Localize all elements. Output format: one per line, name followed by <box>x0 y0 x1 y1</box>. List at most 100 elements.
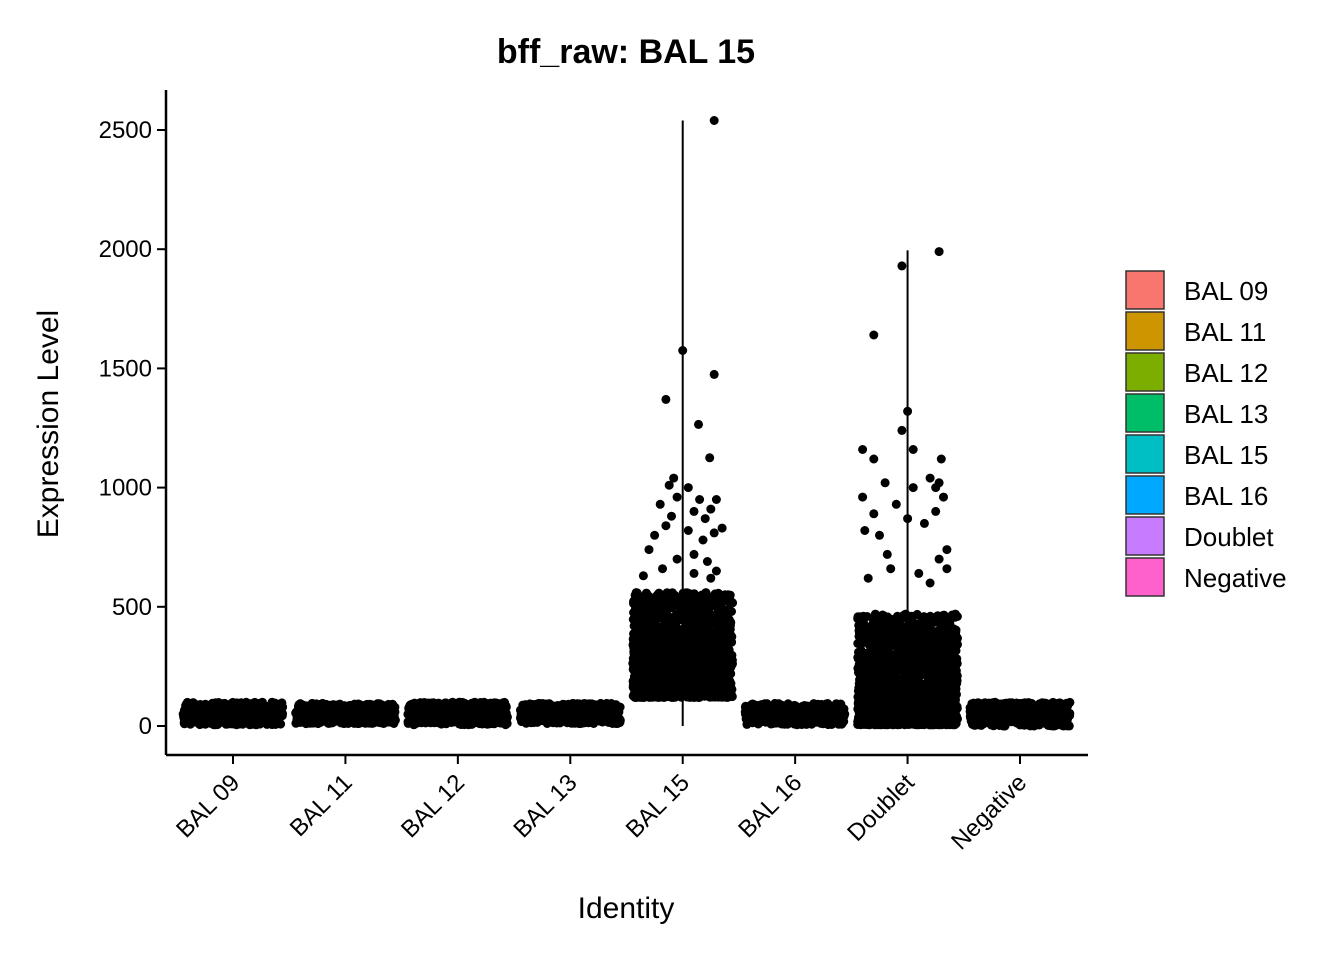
data-point <box>387 717 397 727</box>
data-point <box>706 665 716 675</box>
data-point <box>644 599 654 609</box>
data-point <box>656 667 666 677</box>
data-point <box>797 720 807 729</box>
outlier-point <box>694 419 703 429</box>
data-point <box>859 663 868 673</box>
data-point <box>677 652 686 662</box>
data-point <box>802 711 812 721</box>
data-point <box>944 652 954 662</box>
data-point <box>700 652 710 662</box>
data-point <box>806 703 816 713</box>
outlier-point <box>711 566 721 576</box>
data-point <box>705 679 714 689</box>
data-point <box>631 640 641 650</box>
outlier-point <box>709 369 719 379</box>
data-point <box>255 698 265 708</box>
data-point <box>648 670 658 680</box>
data-point <box>491 698 501 708</box>
data-point <box>692 597 702 607</box>
data-point <box>631 605 640 615</box>
data-point <box>201 701 211 710</box>
data-point <box>724 615 734 625</box>
data-point <box>726 669 736 679</box>
data-point <box>522 712 532 722</box>
data-point <box>685 692 695 702</box>
data-point <box>948 636 958 646</box>
chart-title: bff_raw: BAL 15 <box>497 33 755 71</box>
data-point <box>407 703 416 713</box>
data-point <box>186 700 196 710</box>
data-point <box>629 649 639 659</box>
data-point <box>832 705 842 715</box>
data-point <box>292 713 302 723</box>
data-point <box>638 610 647 619</box>
outlier-point <box>705 453 715 463</box>
data-point <box>921 624 931 634</box>
data-point <box>216 705 226 715</box>
data-point <box>698 691 708 701</box>
data-point <box>899 648 909 658</box>
outlier-point <box>655 499 665 509</box>
outlier-point <box>683 526 693 535</box>
data-point <box>487 714 497 724</box>
data-point <box>310 713 320 722</box>
outlier-point <box>683 483 693 493</box>
data-point <box>749 701 759 711</box>
data-point <box>321 715 331 725</box>
data-point <box>676 602 686 612</box>
data-point <box>641 664 651 674</box>
data-point <box>664 660 674 670</box>
outlier-point <box>689 506 699 516</box>
outlier-point <box>695 495 705 504</box>
data-point <box>295 699 305 709</box>
outlier-point <box>698 535 708 545</box>
data-point <box>651 620 660 630</box>
data-point <box>741 701 751 711</box>
data-point <box>278 702 288 712</box>
data-point <box>936 645 946 655</box>
data-point <box>947 610 957 620</box>
data-point <box>719 593 729 603</box>
data-point <box>854 647 863 657</box>
data-point <box>640 675 650 684</box>
data-point <box>717 692 727 702</box>
data-point <box>350 704 359 714</box>
data-point <box>701 596 711 606</box>
data-point <box>244 706 254 716</box>
data-point <box>643 618 653 627</box>
data-point <box>727 656 737 666</box>
data-point <box>568 718 577 728</box>
data-point <box>646 654 656 664</box>
data-point <box>855 620 864 630</box>
data-point <box>715 679 725 689</box>
data-point <box>697 639 707 649</box>
data-point <box>691 615 701 625</box>
data-point <box>668 646 678 656</box>
data-point <box>208 716 218 726</box>
data-point <box>457 716 467 725</box>
outlier-point <box>706 573 716 583</box>
data-point <box>271 713 281 723</box>
data-point <box>405 714 415 724</box>
data-point <box>676 592 686 602</box>
data-point <box>664 591 674 601</box>
data-point <box>853 686 863 696</box>
data-point <box>712 643 722 653</box>
outlier-point <box>644 545 654 555</box>
data-point <box>365 714 375 724</box>
data-point <box>771 702 780 712</box>
outlier-point <box>667 511 676 521</box>
data-point <box>697 604 707 614</box>
data-point <box>584 718 594 728</box>
data-point <box>837 715 847 725</box>
data-point <box>653 655 663 665</box>
data-point <box>647 691 657 701</box>
data-point <box>719 656 729 666</box>
data-point <box>693 674 703 684</box>
data-point <box>180 719 189 729</box>
data-point <box>267 705 277 715</box>
data-point <box>907 614 917 624</box>
data-point <box>944 628 954 638</box>
data-point <box>723 622 733 632</box>
